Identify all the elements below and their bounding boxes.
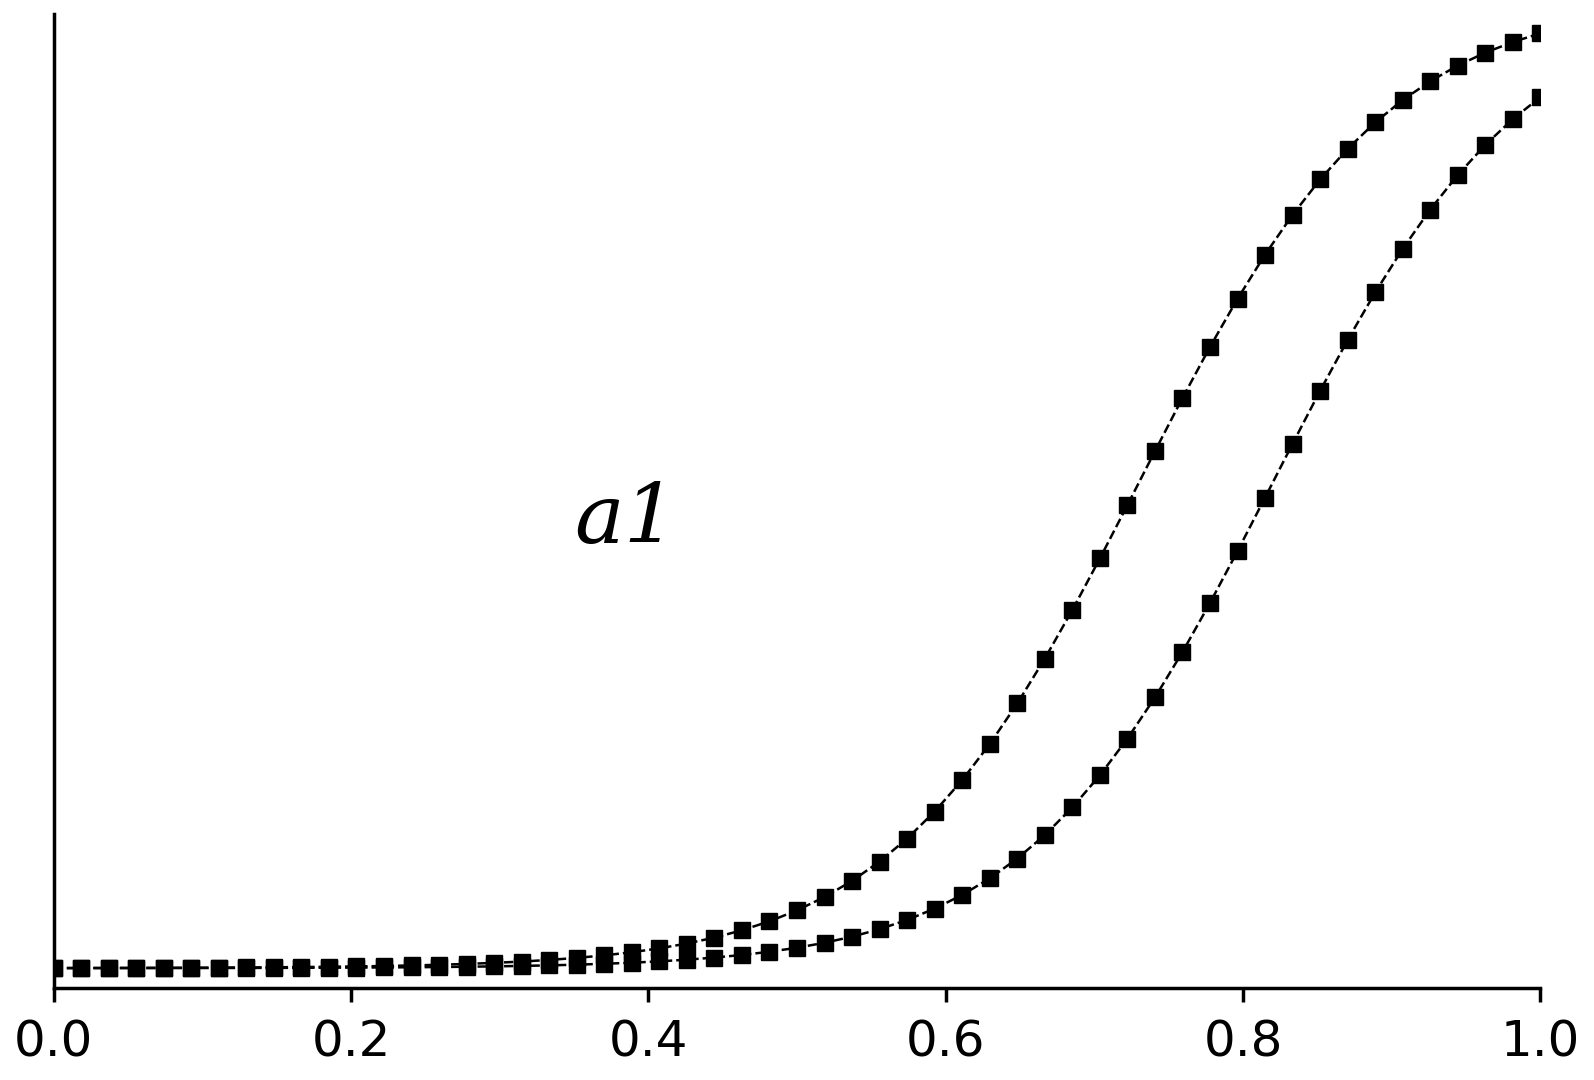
Text: a1: a1 [574,481,677,561]
